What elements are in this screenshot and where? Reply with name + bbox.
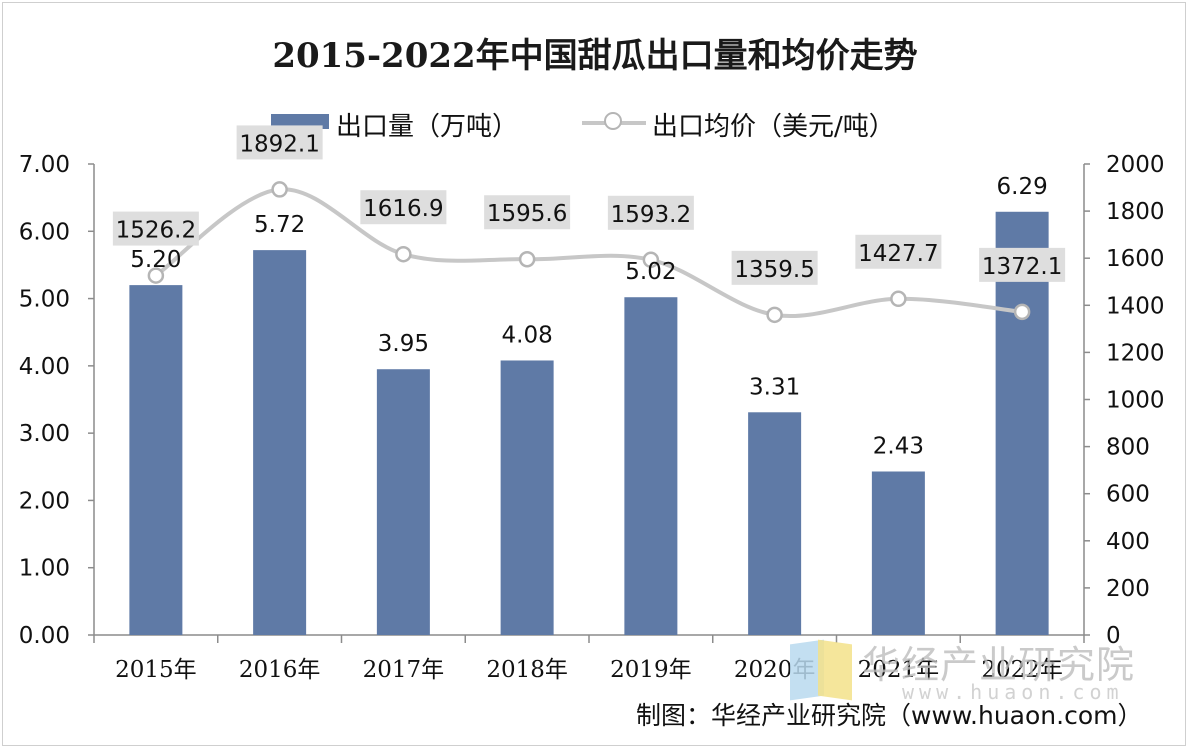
- x-tick-label: 2018年: [486, 657, 568, 683]
- line-data-label: 1372.1: [982, 254, 1062, 280]
- y-right-tick-label: 600: [1106, 482, 1150, 508]
- line-data-label-box: [607, 195, 694, 230]
- y-right-tick-label: 1400: [1106, 293, 1165, 319]
- legend-line-label: 出口均价（美元/吨）: [652, 112, 895, 142]
- x-tick-label: 2015年: [115, 657, 197, 683]
- watermark-logo-right: [818, 639, 852, 701]
- y-right-tick-label: 1600: [1106, 246, 1165, 272]
- y-right-tick-label: 800: [1106, 435, 1150, 461]
- bar-data-label: 6.29: [997, 174, 1048, 200]
- watermark: 华经产业研究院 www.huaon.com: [790, 639, 1150, 710]
- line-point: [890, 290, 907, 308]
- y-right-tick-label: 0: [1106, 623, 1121, 649]
- y-right-tick-label: 200: [1106, 576, 1150, 602]
- y-right-tick-label: 1000: [1106, 388, 1165, 414]
- line-data-label-box: [979, 247, 1066, 282]
- bar-data-label: 3.95: [378, 331, 429, 357]
- legend-line-marker: [604, 112, 622, 130]
- x-tick-label: 2019年: [610, 657, 692, 683]
- y-left-tick-label: 3.00: [19, 421, 70, 447]
- y-left-tick-label: 4.00: [19, 354, 70, 380]
- y-right-tick-label: 2000: [1106, 152, 1165, 178]
- legend-bar-swatch: [271, 114, 329, 129]
- bar: [624, 297, 678, 635]
- chart-title: 2015-2022年中国甜瓜出口量和均价走势: [272, 36, 918, 76]
- line-data-label: 1526.2: [116, 218, 196, 244]
- x-tick-label: 2022年: [981, 657, 1063, 683]
- watermark-brand: 华经产业研究院: [862, 643, 1136, 687]
- line-point: [395, 245, 412, 263]
- line-point: [766, 306, 783, 324]
- bar-data-label: 5.20: [130, 247, 181, 273]
- line-data-label: 1593.2: [611, 202, 691, 228]
- y-left-tick-label: 5.00: [19, 287, 70, 313]
- line-data-label: 1892.1: [239, 131, 319, 157]
- watermark-url: www.huaon.com: [902, 680, 1124, 704]
- bar: [995, 211, 1049, 635]
- x-tick-label: 2016年: [239, 657, 321, 683]
- x-tick-label: 2021年: [858, 657, 940, 683]
- bar: [129, 285, 183, 635]
- bar-data-label: 5.72: [254, 212, 305, 238]
- source-note: 制图：华经产业研究院（www.huaon.com）: [636, 701, 1143, 730]
- legend-bar-label: 出口量（万吨）: [336, 112, 519, 142]
- bar: [871, 471, 925, 635]
- y-right-tick-label: 1800: [1106, 199, 1165, 225]
- y-left-tick-label: 0.00: [19, 623, 70, 649]
- chart-legend: 出口量（万吨） 出口均价（美元/吨）: [0, 104, 1190, 142]
- line-data-label-box: [855, 234, 942, 269]
- y-right-tick-label: 1200: [1106, 340, 1165, 366]
- bar-data-label: 2.43: [873, 433, 924, 459]
- x-tick-label: 2017年: [363, 657, 445, 683]
- line-point: [518, 250, 536, 268]
- line-data-label: 1595.6: [487, 201, 567, 227]
- y-left-tick-label: 6.00: [19, 219, 70, 245]
- y-right-tick-label: 400: [1106, 529, 1150, 555]
- line-data-label: 1427.7: [858, 241, 938, 267]
- line-point: [271, 181, 288, 198]
- bar-data-label: 3.31: [749, 374, 800, 400]
- line-data-label-box: [360, 190, 447, 225]
- line-data-label-box: [236, 125, 323, 160]
- bar: [748, 412, 802, 635]
- line-data-label: 1359.5: [734, 257, 814, 283]
- line-point: [147, 267, 165, 284]
- bar-data-label: 5.02: [625, 259, 676, 285]
- bar: [253, 250, 307, 635]
- bar: [376, 369, 430, 635]
- y-left-tick-label: 2.00: [19, 488, 70, 514]
- bar: [500, 360, 554, 635]
- line-point: [1013, 303, 1031, 321]
- line-point: [642, 251, 660, 269]
- y-left-tick-label: 1.00: [19, 556, 70, 582]
- y-left-tick-label: 7.00: [19, 152, 70, 178]
- line-data-label-box: [731, 250, 818, 285]
- line-data-label-box: [112, 211, 199, 246]
- line-data-label: 1616.9: [363, 196, 443, 222]
- bar-data-label: 4.08: [502, 322, 553, 348]
- line-data-label-box: [484, 195, 571, 230]
